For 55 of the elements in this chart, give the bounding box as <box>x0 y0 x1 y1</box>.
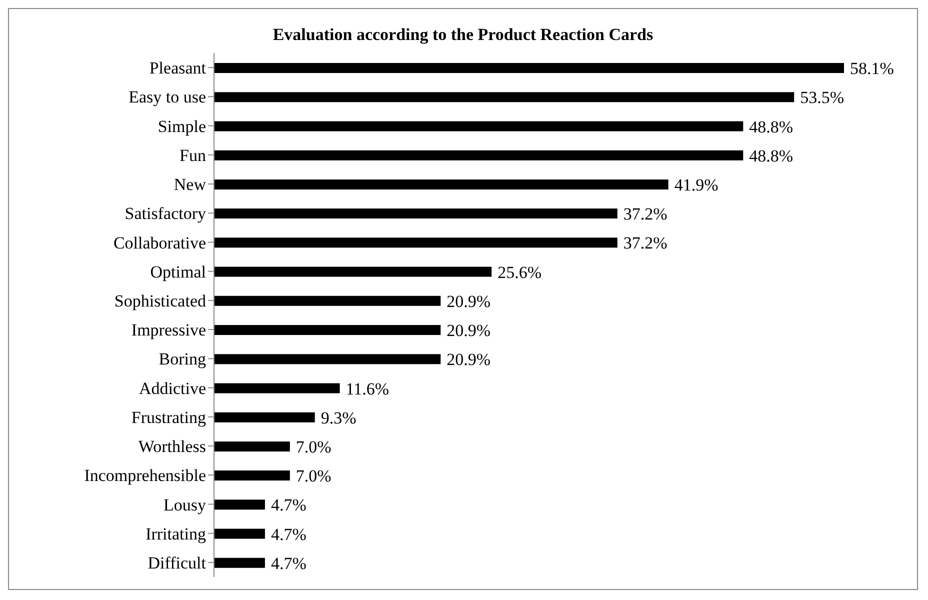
bar <box>214 121 744 132</box>
bar <box>214 92 794 102</box>
y-tick-label: Lousy <box>164 495 206 514</box>
bar <box>214 354 441 364</box>
y-tick-label: Optimal <box>150 262 206 282</box>
bar <box>214 470 290 481</box>
y-tick-label: Addictive <box>138 378 206 398</box>
y-tick-label: New <box>174 175 207 194</box>
y-tick-label: Easy to use <box>128 88 206 107</box>
bar <box>214 412 315 422</box>
bar <box>214 150 744 160</box>
data-label: 4.7% <box>270 496 306 515</box>
y-tick-label: Collaborative <box>113 233 206 252</box>
data-label: 7.0% <box>296 437 332 456</box>
y-tick-label: Irritating <box>146 524 206 544</box>
bar <box>214 266 492 277</box>
y-tick-label: Satisfactory <box>124 204 206 224</box>
y-tick-label: Sophisticated <box>114 291 206 310</box>
y-tick-label: Frustrating <box>131 408 206 427</box>
bar <box>214 325 441 335</box>
bar <box>214 383 340 394</box>
data-label: 48.8% <box>749 117 794 136</box>
bar <box>214 500 265 510</box>
data-label: 37.2% <box>623 204 668 224</box>
y-tick-label: Fun <box>180 146 206 165</box>
y-tick-label: Pleasant <box>149 58 206 78</box>
bar <box>214 208 618 219</box>
y-tick-label: Difficult <box>148 553 206 572</box>
data-label: 7.0% <box>296 466 332 486</box>
data-label: 20.9% <box>446 292 491 311</box>
y-tick-label: Incomprehensible <box>84 466 206 486</box>
data-label: 20.9% <box>446 350 491 370</box>
data-label: 25.6% <box>498 262 542 282</box>
data-label: 58.1% <box>850 59 894 78</box>
data-label: 37.2% <box>623 234 668 253</box>
chart-title: Evaluation according to the Product Reaction Cards <box>272 25 654 45</box>
data-label: 20.9% <box>446 321 491 340</box>
data-label: 11.6% <box>346 379 390 398</box>
y-tick-label: Boring <box>158 350 206 369</box>
bar <box>214 179 668 190</box>
bar <box>214 441 290 452</box>
bar <box>214 296 441 306</box>
bar <box>214 558 265 568</box>
bar <box>214 63 844 73</box>
data-label: 9.3% <box>320 408 356 428</box>
y-tick-label: Worthless <box>138 437 206 456</box>
bar <box>214 528 265 539</box>
data-label: 41.9% <box>674 175 718 194</box>
data-label: 4.7% <box>270 524 306 544</box>
data-label: 53.5% <box>800 88 844 108</box>
y-tick-label: Impressive <box>131 320 206 340</box>
y-tick-label: Simple <box>158 116 206 136</box>
bar <box>214 238 618 248</box>
data-label: 4.7% <box>270 554 306 573</box>
data-label: 48.8% <box>749 146 794 166</box>
